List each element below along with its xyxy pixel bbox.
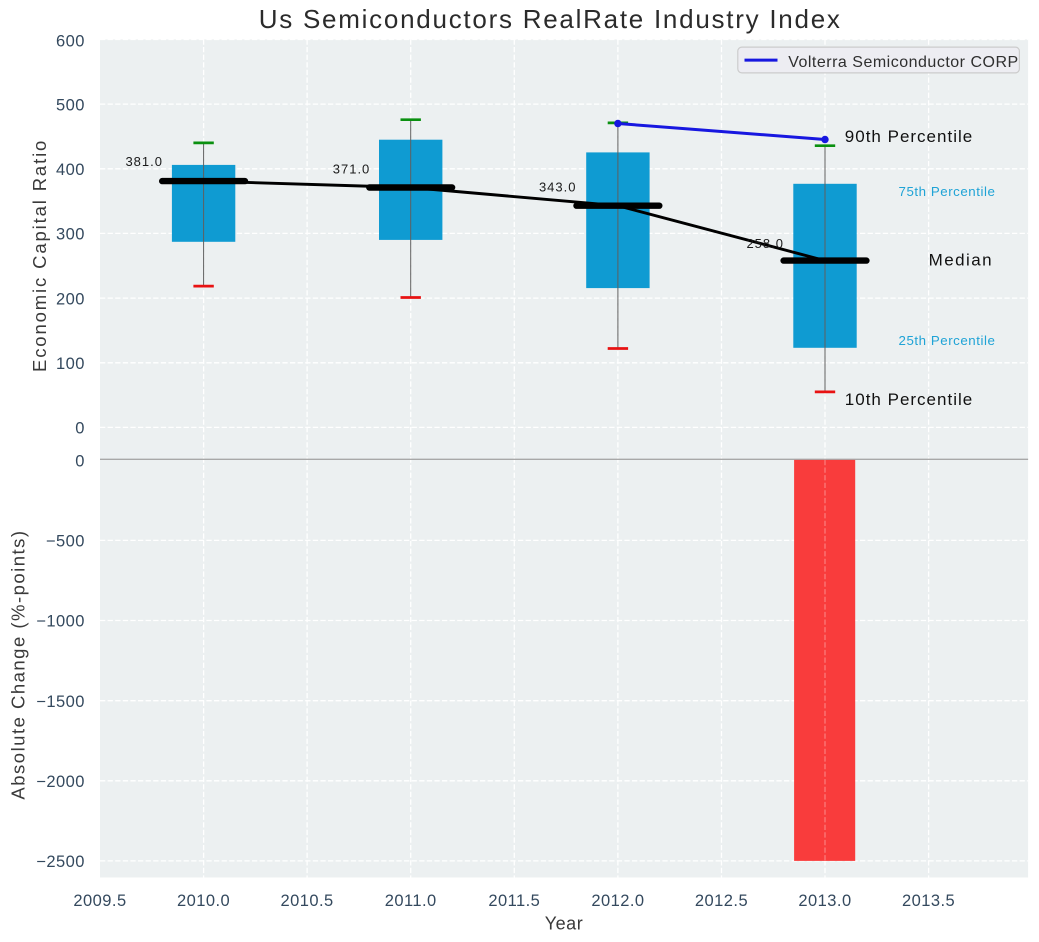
svg-text:−1500: −1500 (36, 693, 85, 711)
svg-text:2009.5: 2009.5 (73, 892, 126, 910)
svg-text:90th Percentile: 90th Percentile (845, 127, 973, 146)
svg-text:258.0: 258.0 (746, 236, 784, 251)
svg-text:381.0: 381.0 (125, 154, 163, 169)
svg-text:Volterra Semiconductor CORP: Volterra Semiconductor CORP (788, 54, 1018, 71)
svg-text:2011.5: 2011.5 (488, 892, 540, 910)
svg-text:100: 100 (56, 355, 85, 373)
svg-text:371.0: 371.0 (333, 162, 371, 177)
svg-text:0: 0 (75, 453, 85, 471)
svg-text:Absolute Change (%-points): Absolute Change (%-points) (8, 529, 29, 799)
svg-text:2012.0: 2012.0 (591, 892, 644, 910)
svg-text:2010.5: 2010.5 (281, 892, 334, 910)
svg-text:2011.0: 2011.0 (385, 892, 437, 910)
svg-text:25th Percentile: 25th Percentile (899, 333, 996, 348)
svg-text:2013.0: 2013.0 (798, 892, 851, 910)
svg-text:Year: Year (545, 913, 584, 933)
svg-text:−2500: −2500 (36, 853, 85, 871)
svg-text:−1000: −1000 (36, 613, 85, 631)
svg-text:Us Semiconductors RealRate Ind: Us Semiconductors RealRate Industry Inde… (259, 4, 842, 34)
svg-text:Median: Median (929, 250, 993, 269)
svg-text:2010.0: 2010.0 (177, 892, 230, 910)
svg-text:Economic Capital Ratio: Economic Capital Ratio (29, 139, 50, 372)
svg-text:2012.5: 2012.5 (695, 892, 748, 910)
svg-text:343.0: 343.0 (539, 180, 577, 195)
svg-text:400: 400 (56, 161, 85, 179)
svg-text:75th Percentile: 75th Percentile (899, 184, 996, 199)
svg-text:300: 300 (56, 226, 85, 244)
svg-text:200: 200 (56, 290, 85, 308)
svg-text:0: 0 (75, 420, 85, 438)
svg-text:−2000: −2000 (36, 773, 85, 791)
svg-text:500: 500 (56, 96, 85, 114)
svg-text:2013.5: 2013.5 (902, 892, 955, 910)
svg-text:−500: −500 (46, 533, 85, 551)
svg-text:600: 600 (56, 33, 85, 51)
svg-text:10th Percentile: 10th Percentile (845, 390, 973, 409)
